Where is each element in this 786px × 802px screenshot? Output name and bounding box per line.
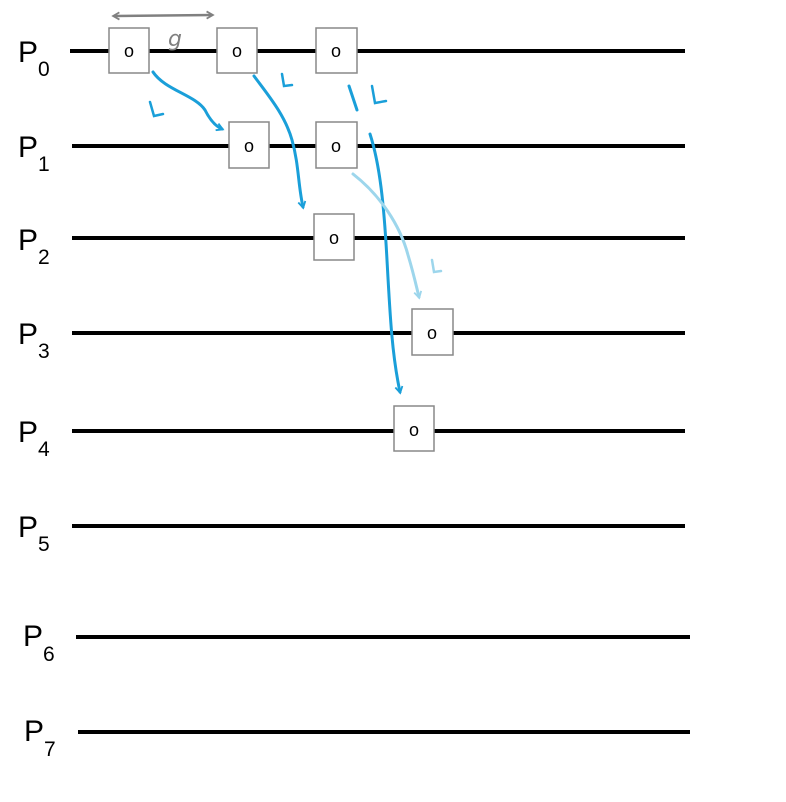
svg-text:o: o xyxy=(427,323,437,343)
latency-label-l2 xyxy=(280,72,294,88)
processor-label-p7: P7 xyxy=(24,715,56,761)
processor-label-p3: P3 xyxy=(18,318,50,363)
svg-text:o: o xyxy=(409,420,419,440)
svg-text:o: o xyxy=(329,228,339,248)
processor-labels: P0 P1 P2 P3 P4 P5 P6 P7 xyxy=(18,36,56,761)
operation-box-p0-3: o xyxy=(315,27,358,74)
latency-label-l4 xyxy=(430,258,443,274)
latency-label-l3 xyxy=(370,84,388,105)
message-arrow-p0-to-p4 xyxy=(347,84,359,112)
gap-annotation: g xyxy=(114,15,212,52)
operation-boxes: o o o o o o o o xyxy=(108,27,454,452)
processor-label-p2: P2 xyxy=(18,224,50,269)
processor-timelines xyxy=(70,49,690,734)
processor-label-p5: P5 xyxy=(18,511,50,556)
operation-box-p1-1: o xyxy=(228,121,270,169)
operation-box-p1-2: o xyxy=(315,121,358,169)
latency-labels xyxy=(148,72,443,274)
message-arrow-p1-to-p4 xyxy=(368,132,400,392)
operation-box-p2-1: o xyxy=(313,213,355,261)
processor-label-p6: P6 xyxy=(23,620,55,666)
svg-text:o: o xyxy=(124,41,134,61)
gap-label: g xyxy=(168,27,182,52)
processor-label-p4: P4 xyxy=(18,416,50,461)
operation-box-p0-2: o xyxy=(216,27,258,74)
latency-label-l1 xyxy=(148,100,165,118)
operation-box-p0-1: o xyxy=(108,27,150,74)
message-arrow-p1-to-p3 xyxy=(351,172,419,297)
svg-text:o: o xyxy=(232,41,242,61)
processor-label-p1: P1 xyxy=(18,131,50,176)
svg-text:o: o xyxy=(331,41,341,61)
message-arrow-p0-to-p1 xyxy=(151,70,222,129)
operation-box-p3-1: o xyxy=(411,308,454,356)
processor-label-p0: P0 xyxy=(18,36,50,81)
svg-text:o: o xyxy=(244,136,254,156)
operation-box-p4-1: o xyxy=(393,405,435,452)
message-arrows xyxy=(151,70,419,392)
message-arrow-p0-to-p2 xyxy=(252,74,303,207)
gap-arrow xyxy=(114,15,212,16)
svg-text:o: o xyxy=(331,136,341,156)
